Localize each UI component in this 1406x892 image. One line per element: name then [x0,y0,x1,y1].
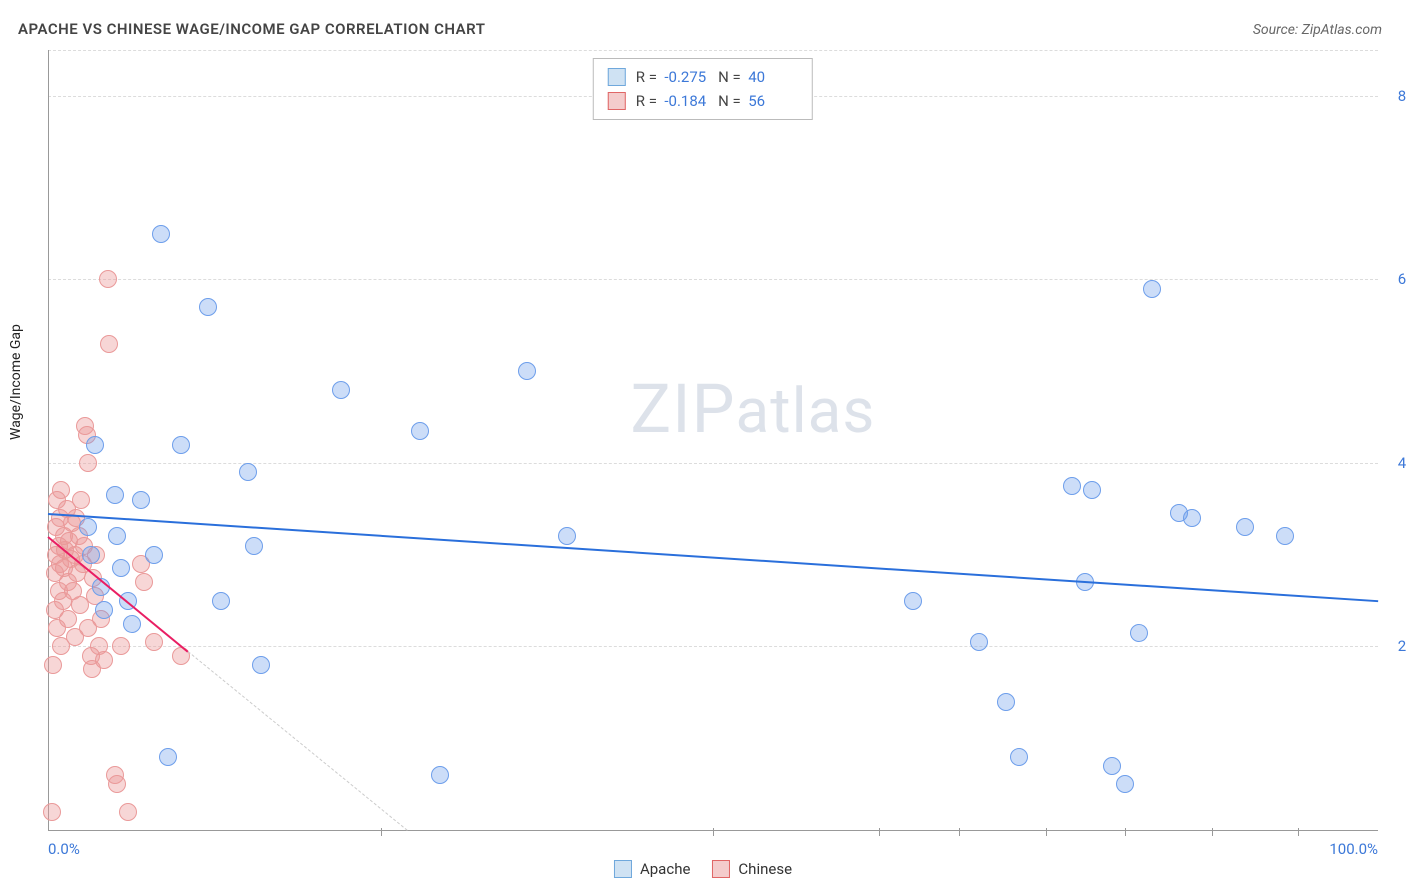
chart-title: APACHE VS CHINESE WAGE/INCOME GAP CORREL… [18,20,485,38]
data-point [112,559,130,577]
scatter-plot: ZIPatlas 20.0%40.0%60.0%80.0%0.0%100.0% [48,50,1378,830]
data-point [95,651,113,669]
data-point [106,486,124,504]
data-point [43,803,61,821]
data-point [52,481,70,499]
trend-line [187,651,407,831]
data-point [72,491,90,509]
y-tick-label: 60.0% [1383,270,1406,288]
data-point [1143,280,1161,298]
data-point [431,766,449,784]
data-point [1130,624,1148,642]
data-point [518,362,536,380]
legend-correlation: R = -0.275 N = 40 R = -0.184 N = 56 [593,58,813,120]
data-point [86,436,104,454]
data-point [112,637,130,655]
x-tick-label: 0.0% [48,840,80,858]
data-point [79,454,97,472]
data-point [997,693,1015,711]
swatch-chinese-icon [712,860,730,878]
data-point [82,546,100,564]
x-tick [1212,828,1213,836]
x-tick [1046,828,1047,836]
data-point [145,633,163,651]
x-tick [1298,828,1299,836]
data-point [108,527,126,545]
data-point [199,298,217,316]
data-point [100,335,118,353]
legend-label: Apache [640,860,690,878]
legend-item-chinese: Chinese [712,860,792,878]
data-point [558,527,576,545]
source-credit: Source: ZipAtlas.com [1253,22,1382,38]
data-point [79,518,97,536]
legend-row-chinese: R = -0.184 N = 56 [608,89,798,113]
data-point [239,463,257,481]
data-point [95,601,113,619]
gridline [48,279,1378,280]
y-tick-label: 80.0% [1383,87,1406,105]
x-tick [381,828,382,836]
y-tick-label: 40.0% [1383,454,1406,472]
legend-item-apache: Apache [614,860,690,878]
data-point [119,803,137,821]
swatch-apache-icon [614,860,632,878]
data-point [44,656,62,674]
data-point [252,656,270,674]
x-tick [713,828,714,836]
data-point [1103,757,1121,775]
watermark: ZIPatlas [630,369,875,449]
gridline [48,646,1378,647]
x-tick [1125,828,1126,836]
trend-line [48,513,1378,602]
legend-label: Chinese [738,860,792,878]
x-tick [959,828,960,836]
data-point [1183,509,1201,527]
data-point [411,422,429,440]
data-point [159,748,177,766]
data-point [145,546,163,564]
y-axis-label: Wage/Income Gap [8,324,24,440]
data-point [123,615,141,633]
legend-row-apache: R = -0.275 N = 40 [608,65,798,89]
data-point [245,537,263,555]
data-point [135,573,153,591]
data-point [1063,477,1081,495]
data-point [1276,527,1294,545]
x-tick [879,828,880,836]
data-point [132,491,150,509]
y-tick-label: 20.0% [1383,637,1406,655]
data-point [212,592,230,610]
data-point [904,592,922,610]
data-point [99,270,117,288]
data-point [108,775,126,793]
data-point [1236,518,1254,536]
data-point [1116,775,1134,793]
x-tick-label: 100.0% [1329,840,1378,858]
data-point [172,436,190,454]
data-point [152,225,170,243]
data-point [1010,748,1028,766]
legend-series: Apache Chinese [614,860,792,878]
gridline [48,50,1378,51]
y-axis [48,50,49,830]
swatch-apache [608,68,626,86]
data-point [1083,481,1101,499]
swatch-chinese [608,92,626,110]
data-point [332,381,350,399]
data-point [970,633,988,651]
